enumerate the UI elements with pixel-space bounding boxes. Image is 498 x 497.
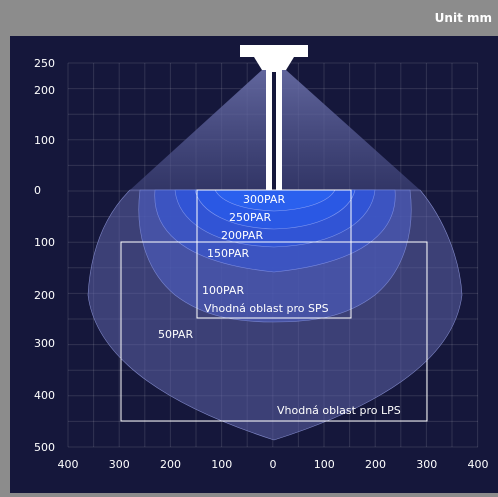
x-axis-label: 200 — [160, 458, 181, 471]
y-axis-label: 400 — [34, 389, 55, 402]
x-axis-label: 300 — [109, 458, 130, 471]
contour-label: 200PAR — [221, 229, 263, 242]
contour-label: 250PAR — [229, 211, 271, 224]
contour-label: 50PAR — [158, 328, 193, 341]
lamp-rod-gap — [272, 72, 276, 190]
y-axis-label: 200 — [34, 289, 55, 302]
y-axis-label: 300 — [34, 337, 55, 350]
y-axis-label: 500 — [34, 441, 55, 454]
y-axis-label: 0 — [34, 184, 41, 197]
y-axis-label: 200 — [34, 84, 55, 97]
zone-sps — [196, 189, 352, 319]
lamp-body — [254, 57, 294, 70]
x-axis-label: 400 — [58, 458, 79, 471]
x-axis-label: 200 — [365, 458, 386, 471]
x-axis-label: 300 — [416, 458, 437, 471]
zone-label: Vhodná oblast pro SPS — [204, 302, 329, 315]
x-axis-label: 100 — [314, 458, 335, 471]
x-axis-label: 0 — [270, 458, 277, 471]
zone-lps — [120, 241, 428, 422]
contour-label: 300PAR — [243, 193, 285, 206]
contour-300 — [214, 189, 336, 212]
y-axis-label: 100 — [34, 134, 55, 147]
y-axis-label: 250 — [34, 57, 55, 70]
y-axis-label: 100 — [34, 236, 55, 249]
contour-label: 150PAR — [207, 247, 249, 260]
contour-label: 100PAR — [202, 284, 244, 297]
x-axis-label: 100 — [211, 458, 232, 471]
lamp-head — [240, 45, 308, 57]
zone-label: Vhodná oblast pro LPS — [277, 404, 401, 417]
unit-label: Unit mm — [435, 11, 492, 25]
x-axis-label: 400 — [468, 458, 489, 471]
